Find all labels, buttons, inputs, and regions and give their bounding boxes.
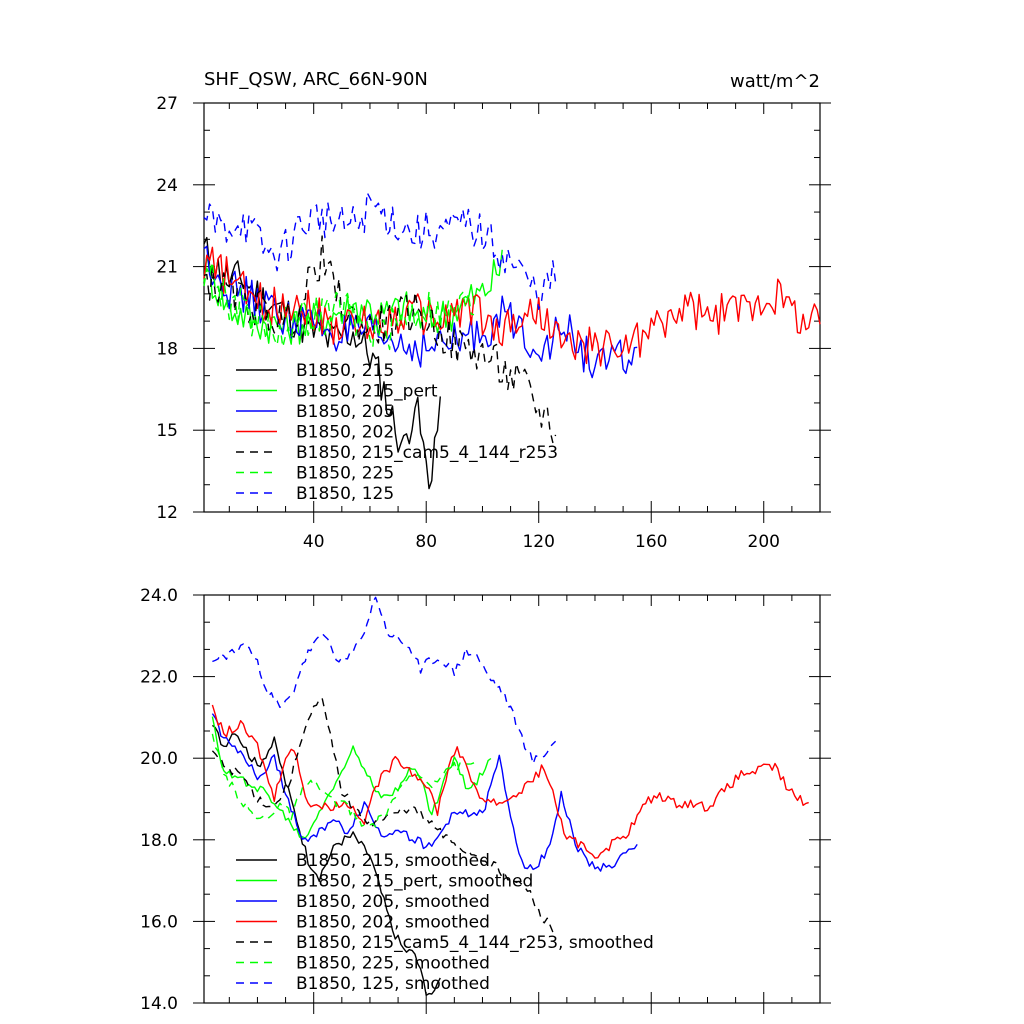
legend-label: B1850, 215_cam5_4_144_r253, smoothed — [296, 933, 654, 953]
y-tick-label: 27 — [156, 94, 178, 114]
legend-label: B1850, 215_cam5_4_144_r253 — [296, 443, 558, 463]
y-tick-label: 18 — [156, 339, 178, 359]
series-line — [211, 704, 809, 859]
y-tick-label: 18.0 — [140, 831, 178, 851]
legend-label: B1850, 125 — [296, 484, 394, 504]
units-label: watt/m^2 — [730, 71, 820, 92]
y-tick-label: 14.0 — [140, 994, 178, 1014]
legend-label: B1850, 202 — [296, 423, 394, 443]
legend-label: B1850, 125, smoothed — [296, 974, 490, 994]
legend-label: B1850, 215 — [296, 361, 394, 381]
legend-label: B1850, 215, smoothed — [296, 851, 490, 871]
x-tick-label: 120 — [522, 532, 554, 552]
series-line — [211, 733, 475, 828]
x-tick-label: 160 — [635, 532, 667, 552]
series-line — [211, 713, 638, 872]
series-line — [212, 596, 557, 765]
legend-label: B1850, 205, smoothed — [296, 892, 490, 912]
series-line — [203, 235, 557, 444]
y-tick-label: 20.0 — [140, 749, 178, 769]
legend-label: B1850, 202, smoothed — [296, 913, 490, 933]
top-panel: SHF_QSW, ARC_66N-90N watt/m^2 40 80 120 160… — [156, 69, 831, 552]
y-tick-label: 15 — [156, 421, 178, 441]
chart-title: SHF_QSW, ARC_66N-90N — [204, 69, 428, 90]
legend-label: B1850, 225, smoothed — [296, 954, 490, 974]
series-line — [203, 249, 503, 345]
y-tick-label: 16.0 — [140, 912, 178, 932]
legend-label: B1850, 215_pert, smoothed — [296, 872, 533, 892]
y-tick-label: 21 — [156, 258, 178, 278]
series-line — [211, 724, 441, 996]
plot-frame — [203, 102, 821, 513]
y-tick-label: 12 — [156, 503, 178, 523]
plot-frame — [203, 594, 821, 1004]
x-tick-label: 40 — [303, 532, 325, 552]
y-tick-label: 24 — [156, 176, 178, 196]
bottom-panel: 14.0 16.0 18.0 20.0 22.0 24.0 B1850, 215, smoo… — [140, 586, 831, 1014]
series-line — [211, 697, 557, 939]
legend-label: B1850, 215_pert — [296, 382, 438, 402]
legend-label: B1850, 205 — [296, 402, 394, 422]
y-tick-label: 24.0 — [140, 586, 178, 606]
y-tick-label: 22.0 — [140, 668, 178, 688]
x-tick-label: 200 — [748, 532, 780, 552]
x-tick-label: 80 — [415, 532, 437, 552]
series-line — [203, 246, 821, 367]
series-line — [211, 716, 492, 839]
legend-label: B1850, 225 — [296, 464, 394, 484]
